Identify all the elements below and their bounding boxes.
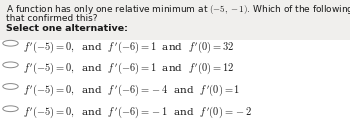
Text: $f'(-5) = 0,$  and  $f'(-6) = 1$  and  $f'(0) = 12$: $f'(-5) = 0,$ and $f'(-6) = 1$ and $f'(0… [23,61,234,76]
Text: A function has only one relative minimum at $(-5, -1)$. Which of the following c: A function has only one relative minimum… [6,3,350,16]
Text: Select one alternative:: Select one alternative: [6,24,128,33]
Text: $f'(-5) = 0,$  and  $f'(-6) = -4$  and  $f'(0) = 1$: $f'(-5) = 0,$ and $f'(-6) = -4$ and $f'(… [23,83,240,98]
Text: that confirmed this?: that confirmed this? [6,14,98,23]
Text: $f'(-5) = 0,$  and  $f'(-6) = 1$  and  $f'(0) = 32$: $f'(-5) = 0,$ and $f'(-6) = 1$ and $f'(0… [23,39,234,55]
Text: $f'(-5) = 0,$  and  $f'(-6) = -1$  and  $f'(0) = -2$: $f'(-5) = 0,$ and $f'(-6) = -1$ and $f'(… [23,105,252,120]
FancyBboxPatch shape [0,40,350,131]
